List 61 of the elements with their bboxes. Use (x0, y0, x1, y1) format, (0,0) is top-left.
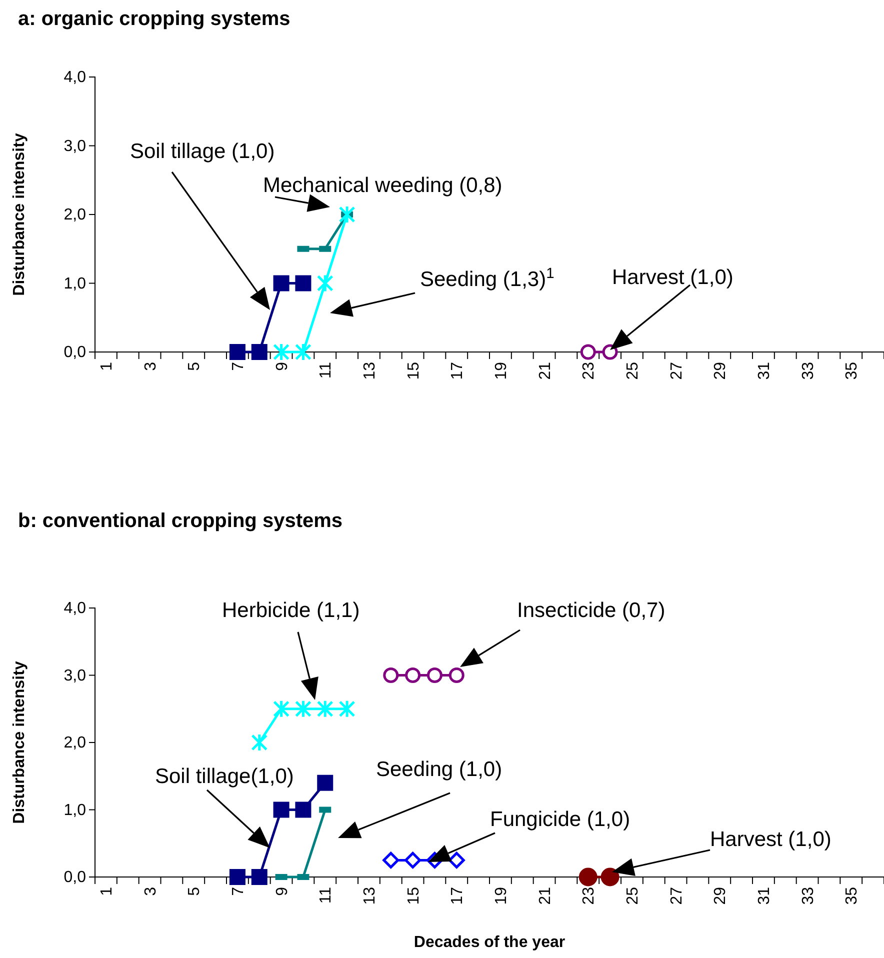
y-tick-label: 0,0 (64, 344, 86, 362)
x-tick-label: 33 (800, 886, 817, 905)
y-tick-label: 3,0 (64, 138, 86, 155)
annotation: Soil tillage(1,0) (155, 765, 294, 788)
x-tick-label: 9 (274, 362, 291, 371)
annotation: Insecticide (0,7) (517, 599, 666, 622)
y-tick-label: 3,0 (64, 667, 86, 684)
x-tick-label: 25 (624, 362, 642, 380)
x-tick-label: 23 (580, 362, 598, 380)
x-tick-label: 9 (274, 886, 291, 896)
x-tick-label: 7 (230, 886, 248, 896)
x-tick-label: 35 (844, 886, 861, 905)
x-tick-label: 5 (186, 886, 204, 896)
y-tick-label: 1,0 (64, 802, 86, 819)
annotation: Seeding (1,0) (376, 758, 502, 781)
x-tick-label: 7 (230, 362, 248, 371)
x-tick-label: 31 (756, 362, 774, 380)
y-tick-label: 2,0 (64, 734, 86, 752)
x-tick-label: 27 (668, 362, 686, 380)
x-tick-label: 23 (580, 886, 598, 905)
x-tick-label: 13 (362, 886, 379, 905)
y-tick-label: 1,0 (64, 275, 86, 292)
x-tick-label: 17 (449, 886, 466, 905)
x-tick-label: 11 (318, 886, 335, 904)
y-tick-label: 2,0 (64, 206, 86, 224)
x-tick-label: 19 (493, 886, 510, 905)
x-tick-label: 29 (712, 886, 730, 905)
y-axis-title: Disturbance intensity (11, 133, 28, 296)
x-tick-label: 27 (668, 886, 686, 905)
x-tick-label: 17 (449, 362, 466, 380)
y-tick-label: 4,0 (64, 69, 86, 86)
x-tick-label: 11 (318, 362, 335, 379)
x-tick-label: 15 (405, 362, 422, 380)
y-tick-label: 4,0 (64, 600, 86, 618)
chart-title: b: conventional cropping systems (18, 510, 343, 532)
y-axis-title: Disturbance intensity (11, 661, 28, 824)
x-tick-label: 1 (98, 886, 116, 896)
x-tick-label: 13 (362, 362, 379, 380)
annotation: Seeding (1,3)$^{1}$ (420, 266, 554, 291)
x-tick-label: 1 (98, 362, 116, 371)
x-tick-label: 33 (800, 362, 817, 380)
x-tick-label: 3 (142, 886, 160, 896)
x-tick-label: 25 (624, 886, 642, 905)
annotation: Soil tillage (1,0) (130, 140, 275, 163)
x-tick-label: 21 (536, 362, 554, 380)
x-tick-label: 35 (844, 362, 861, 380)
x-tick-label: 31 (756, 886, 774, 905)
annotation: Fungicide (1,0) (490, 808, 630, 831)
y-tick-label: 0,0 (64, 869, 86, 886)
x-tick-label: 15 (405, 886, 422, 905)
x-tick-label: 5 (186, 362, 204, 371)
chart-title: a: organic cropping systems (18, 8, 290, 30)
x-axis-title: Decades of the year (414, 934, 566, 951)
x-tick-label: 29 (712, 362, 730, 380)
annotation: Harvest (1,0) (612, 266, 734, 289)
x-tick-label: 21 (536, 886, 554, 905)
x-tick-label: 19 (493, 362, 510, 380)
annotation: Herbicide (1,1) (222, 599, 360, 622)
annotation: Harvest (1,0) (710, 828, 832, 851)
annotation: Mechanical weeding (0,8) (263, 174, 502, 197)
x-tick-label: 3 (142, 362, 160, 371)
